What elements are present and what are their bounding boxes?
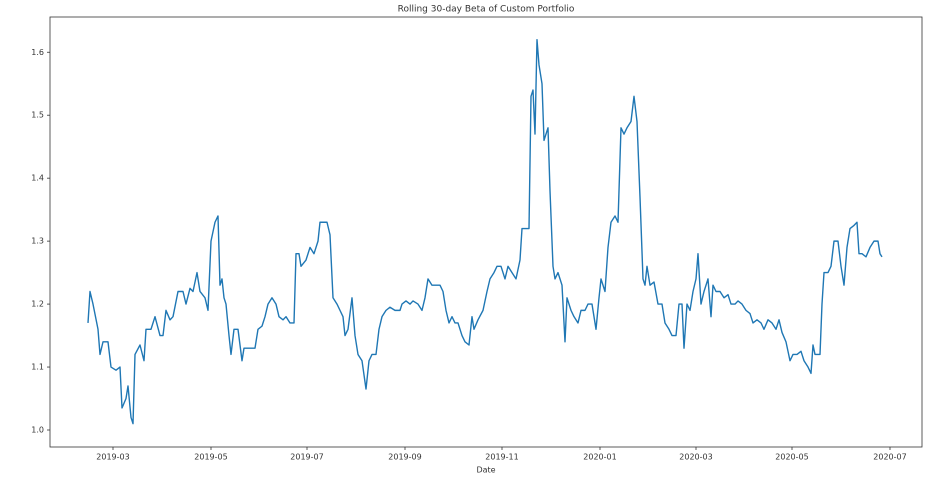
data-line [87,38,883,425]
chart-title: Rolling 30-day Beta of Custom Portfolio [398,5,575,15]
x-tick-label: 2019-09 [388,453,421,462]
x-tick-label: 2019-05 [194,453,227,462]
axes-frame [49,16,923,448]
y-tick-label: 1.6 [31,48,44,57]
y-tick-label: 1.2 [31,300,44,309]
y-tick-label: 1.5 [31,111,44,120]
x-tick-label: 2020-07 [873,453,906,462]
x-axis-label: Date [476,466,495,475]
x-tick-label: 2019-11 [485,453,518,462]
y-tick-label: 1.1 [31,363,44,372]
x-tick-label: 2020-03 [679,453,712,462]
y-tick-label: 1.4 [31,174,44,183]
y-tick-label: 1.3 [31,237,44,246]
x-tick-label: 2019-07 [290,453,323,462]
y-tick-label: 1.0 [31,426,44,435]
x-tick-label: 2019-03 [96,453,129,462]
x-tick-label: 2020-01 [583,453,616,462]
x-tick-label: 2020-05 [775,453,808,462]
